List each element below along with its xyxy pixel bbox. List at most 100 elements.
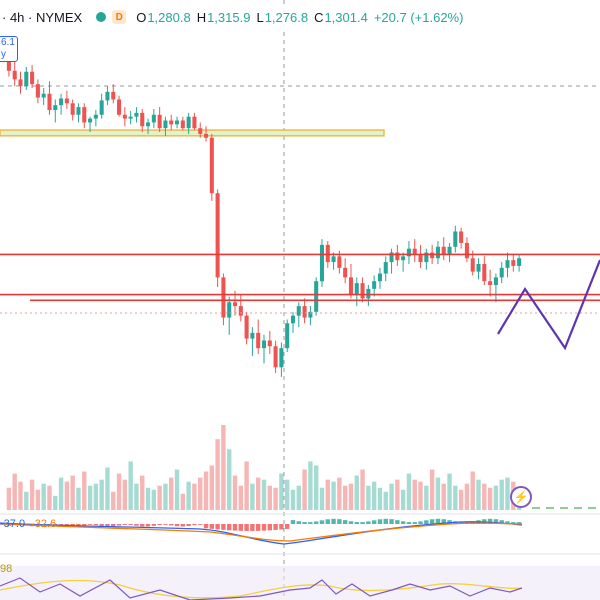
candle[interactable] xyxy=(244,311,249,345)
candle-body xyxy=(319,244,325,282)
macd-hist-bar xyxy=(366,521,371,524)
candle[interactable] xyxy=(93,110,98,127)
candle[interactable] xyxy=(192,112,197,131)
candle-body xyxy=(6,57,11,71)
candle[interactable] xyxy=(70,99,75,121)
candle[interactable] xyxy=(285,319,290,352)
candle[interactable] xyxy=(24,66,29,90)
candle[interactable] xyxy=(122,107,127,127)
candle[interactable] xyxy=(348,264,353,299)
candle[interactable] xyxy=(35,79,40,104)
candle[interactable] xyxy=(412,239,417,263)
candle[interactable] xyxy=(395,244,400,266)
candle[interactable] xyxy=(227,296,232,335)
candle[interactable] xyxy=(360,277,365,303)
candle[interactable] xyxy=(157,107,162,132)
candle[interactable] xyxy=(117,95,122,117)
candle[interactable] xyxy=(418,244,423,268)
candle[interactable] xyxy=(331,252,336,270)
candle[interactable] xyxy=(482,256,487,286)
candle[interactable] xyxy=(99,93,104,119)
candle[interactable] xyxy=(279,342,284,377)
candle[interactable] xyxy=(151,109,156,129)
candle[interactable] xyxy=(82,103,87,129)
candle[interactable] xyxy=(221,273,226,326)
candle[interactable] xyxy=(499,262,504,284)
candle[interactable] xyxy=(180,116,185,131)
candle[interactable] xyxy=(53,99,58,123)
candle[interactable] xyxy=(47,81,52,115)
candle[interactable] xyxy=(250,327,255,356)
candle[interactable] xyxy=(453,225,458,253)
data-badge[interactable]: D xyxy=(112,10,127,24)
candle[interactable] xyxy=(441,237,446,261)
projection-path[interactable] xyxy=(497,259,600,351)
candle[interactable] xyxy=(476,258,481,280)
candle-body xyxy=(482,264,487,282)
candle[interactable] xyxy=(30,65,35,88)
candle[interactable] xyxy=(488,269,493,297)
candle[interactable] xyxy=(198,122,203,138)
candle[interactable] xyxy=(319,239,325,287)
interval-exchange[interactable]: · 4h · NYMEX xyxy=(2,9,83,25)
candle[interactable] xyxy=(383,256,388,282)
candle[interactable] xyxy=(18,71,23,94)
candle[interactable] xyxy=(464,237,469,263)
candle[interactable] xyxy=(273,340,278,374)
candle[interactable] xyxy=(424,248,429,270)
candle-body xyxy=(24,71,29,87)
candle[interactable] xyxy=(256,319,261,354)
candle[interactable] xyxy=(146,118,151,134)
candle[interactable] xyxy=(459,227,464,249)
price-tag-box[interactable]: 6.1 y xyxy=(0,36,18,62)
candle[interactable] xyxy=(76,103,81,123)
candle[interactable] xyxy=(372,275,377,297)
candle[interactable] xyxy=(314,277,319,316)
macd-hist-bar xyxy=(371,520,377,524)
candle[interactable] xyxy=(493,273,498,303)
candle[interactable] xyxy=(435,241,440,264)
candle[interactable] xyxy=(377,267,382,289)
flash-icon[interactable]: ⚡ xyxy=(510,486,532,508)
candle[interactable] xyxy=(163,116,168,136)
candle[interactable] xyxy=(105,86,110,106)
candle[interactable] xyxy=(12,61,17,87)
candle[interactable] xyxy=(308,306,313,326)
candle[interactable] xyxy=(111,84,116,104)
candle[interactable] xyxy=(186,112,191,134)
candle[interactable] xyxy=(203,126,209,142)
candle[interactable] xyxy=(389,248,394,274)
candle[interactable] xyxy=(134,107,139,123)
macd-hist-bar xyxy=(302,522,307,524)
candle[interactable] xyxy=(41,88,46,106)
candle[interactable] xyxy=(128,110,133,125)
candle[interactable] xyxy=(505,252,510,278)
candle[interactable] xyxy=(209,133,214,201)
support-zone[interactable] xyxy=(0,129,385,137)
candle[interactable] xyxy=(343,258,348,284)
candle[interactable] xyxy=(296,302,301,328)
candle[interactable] xyxy=(238,294,243,322)
candle[interactable] xyxy=(169,114,174,131)
candle[interactable] xyxy=(175,116,180,129)
candle[interactable] xyxy=(447,242,452,263)
candle[interactable] xyxy=(406,241,411,264)
candle[interactable] xyxy=(290,311,296,333)
candle[interactable] xyxy=(215,189,220,287)
candle[interactable] xyxy=(140,109,145,132)
candle[interactable] xyxy=(517,254,522,272)
macd-hist-bar xyxy=(244,524,249,531)
candle[interactable] xyxy=(401,252,406,272)
candle[interactable] xyxy=(366,285,371,307)
candle[interactable] xyxy=(261,334,267,364)
macd-hist-bar xyxy=(400,521,406,524)
volume-bar xyxy=(157,485,162,510)
candle[interactable] xyxy=(59,93,64,115)
candle[interactable] xyxy=(88,116,93,132)
candle[interactable] xyxy=(511,254,516,272)
candle[interactable] xyxy=(64,90,69,110)
candle[interactable] xyxy=(354,277,359,307)
candle[interactable] xyxy=(267,330,272,354)
candle[interactable] xyxy=(302,298,307,324)
